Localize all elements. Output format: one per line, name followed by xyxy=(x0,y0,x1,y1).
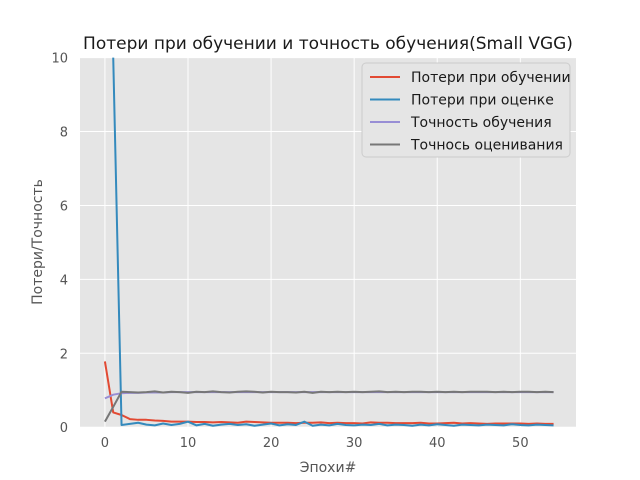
x-tick-label: 50 xyxy=(512,436,529,451)
y-tick-label: 8 xyxy=(60,126,68,141)
series-line-0 xyxy=(103,361,554,425)
y-tick-label: 10 xyxy=(51,52,68,67)
legend-label-0: Потери при обучении xyxy=(411,70,571,86)
series-line-3 xyxy=(104,390,554,423)
legend-label-3: Точнось оценивания xyxy=(410,138,563,154)
x-tick-label: 40 xyxy=(429,436,446,451)
y-tick-label: 0 xyxy=(60,421,68,436)
x-tick-label: 10 xyxy=(180,436,197,451)
y-tick-label: 6 xyxy=(60,199,68,214)
x-tick-label: 30 xyxy=(346,436,363,451)
y-tick-label: 4 xyxy=(60,273,68,288)
legend-box xyxy=(361,62,571,158)
legend-label-2: Точность обучения xyxy=(410,115,552,131)
series-line-1 xyxy=(112,57,554,427)
y-axis-ticks: 0 2 4 6 8 10 xyxy=(51,52,68,437)
x-axis-ticks: 0 10 20 30 40 50 xyxy=(101,436,529,451)
series-lines xyxy=(103,57,554,427)
x-axis-title: Эпохи# xyxy=(300,460,357,476)
y-axis-title: Потери/Точность xyxy=(30,179,46,305)
legend: Потери при обучении Потери при оценке Точн… xyxy=(361,62,571,158)
chart-title: Потери при обучении и точность обучения(… xyxy=(83,34,573,54)
x-tick-label: 0 xyxy=(101,436,109,451)
y-tick-label: 2 xyxy=(60,347,68,362)
legend-label-1: Потери при оценке xyxy=(411,93,554,109)
x-tick-label: 20 xyxy=(263,436,280,451)
